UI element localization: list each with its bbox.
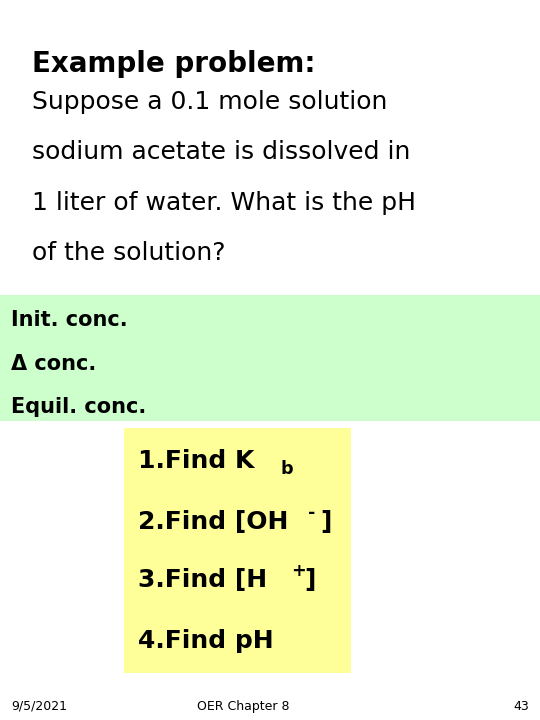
Text: 43: 43 [514, 700, 529, 713]
Text: 4.Find pH: 4.Find pH [138, 629, 273, 653]
Text: of the solution?: of the solution? [32, 241, 226, 265]
Text: ]: ] [304, 567, 315, 592]
Text: +: + [292, 562, 306, 580]
Text: Init. conc.: Init. conc. [11, 310, 127, 330]
FancyBboxPatch shape [124, 428, 351, 673]
Text: 1 liter of water. What is the pH: 1 liter of water. What is the pH [32, 191, 416, 215]
Text: 1.Find K: 1.Find K [138, 449, 254, 473]
Text: Δ conc.: Δ conc. [11, 354, 96, 374]
Text: ]: ] [320, 510, 332, 534]
Text: OER Chapter 8: OER Chapter 8 [197, 700, 289, 713]
Text: b: b [281, 461, 293, 479]
Text: 2.Find [OH: 2.Find [OH [138, 510, 288, 534]
Text: Example problem:: Example problem: [32, 50, 316, 78]
Text: 3.Find [H: 3.Find [H [138, 567, 267, 592]
Text: Equil. conc.: Equil. conc. [11, 397, 146, 417]
Text: sodium acetate is dissolved in: sodium acetate is dissolved in [32, 140, 411, 164]
FancyBboxPatch shape [0, 295, 540, 421]
Text: 9/5/2021: 9/5/2021 [11, 700, 67, 713]
Text: Suppose a 0.1 mole solution: Suppose a 0.1 mole solution [32, 90, 388, 114]
Text: -: - [308, 504, 315, 523]
